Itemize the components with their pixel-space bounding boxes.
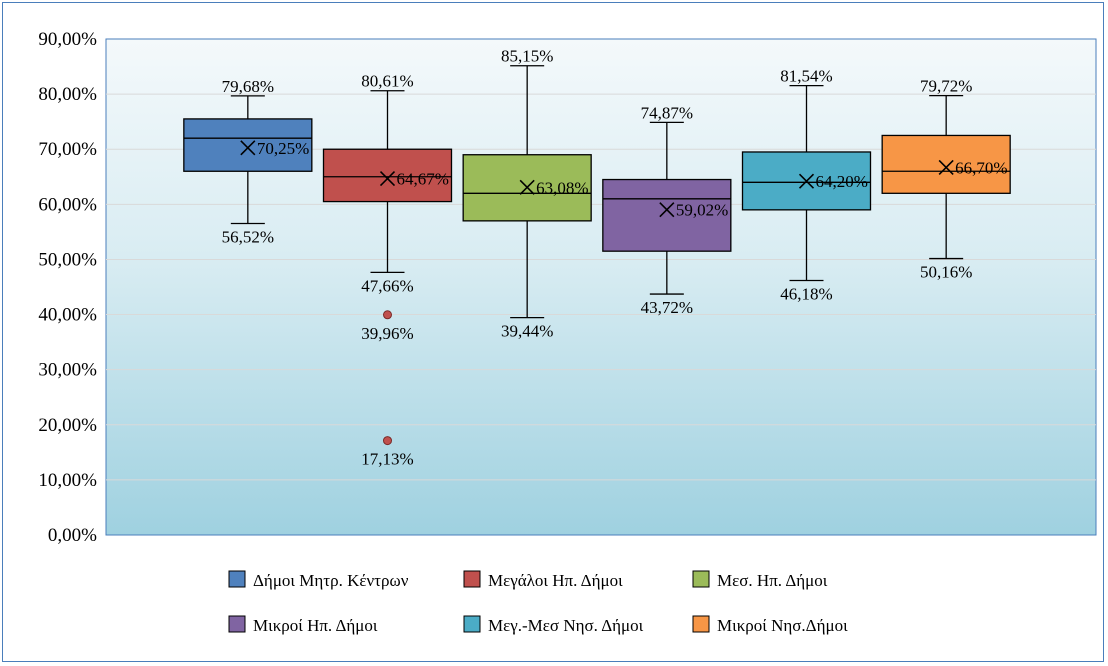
mean-marker — [379, 171, 396, 187]
y-tick-label: 90,00% — [38, 29, 97, 50]
label-whisker-high: 74,87% — [641, 103, 693, 122]
mean-marker — [798, 173, 815, 189]
label-whisker-low: 56,52% — [222, 228, 274, 247]
legend-swatch — [463, 615, 481, 633]
mean-marker — [519, 179, 535, 195]
legend-item: Μικροί Νησ.Δήμοι — [692, 615, 848, 635]
label-mean: 59,02% — [676, 201, 728, 220]
legend-label: Μικροί Ηπ. Δήμοι — [253, 616, 378, 635]
legend-label: Μεγ.-Μεσ Νησ. Δήμοι — [488, 616, 644, 635]
y-tick-label: 20,00% — [38, 415, 97, 436]
label-whisker-low: 46,18% — [780, 284, 832, 303]
legend-item: Μικροί Ηπ. Δήμοι — [228, 615, 378, 635]
label-mean: 66,70% — [955, 158, 1007, 177]
legend-item: Μεγάλοι Ηπ. Δήμοι — [463, 570, 623, 590]
y-tick-label: 80,00% — [38, 84, 97, 105]
legend-swatch — [692, 570, 710, 588]
label-mean: 70,25% — [257, 139, 309, 158]
label-whisker-low: 43,72% — [641, 298, 693, 317]
label-outlier: 39,96% — [361, 324, 413, 343]
legend-label: Μεσ. Ηπ. Δήμοι — [717, 571, 828, 590]
box-5: 81,54% 64,20% 46,18% — [741, 67, 872, 303]
box-iqr — [881, 134, 1011, 194]
legend-item: Μεγ.-Μεσ Νησ. Δήμοι — [463, 615, 644, 635]
label-whisker-high: 85,15% — [501, 47, 553, 66]
label-whisker-low: 47,66% — [361, 276, 413, 295]
mean-marker — [240, 140, 256, 156]
boxplot-chart: 0,00% 10,00% 20,00% 30,00% 40,00% 50,00% 60,00… — [38, 29, 1097, 635]
label-whisker-low: 50,16% — [920, 263, 972, 282]
label-mean: 64,20% — [816, 172, 868, 191]
legend-label: Μεγάλοι Ηπ. Δήμοι — [488, 571, 623, 590]
y-tick-label: 0,00% — [48, 525, 97, 546]
y-tick-label: 60,00% — [38, 194, 97, 215]
mean-marker — [659, 202, 675, 218]
y-tick-label: 40,00% — [38, 305, 97, 326]
label-outlier: 17,13% — [361, 450, 413, 469]
legend-item: Δήμοι Μητρ. Κέντρων — [228, 570, 409, 590]
label-mean: 63,08% — [536, 178, 588, 197]
boxes: 79,68% 70,25% 56,52% 80,61% 64,67% 47,66% 39,9… — [183, 47, 1011, 469]
label-mean: 64,67% — [397, 170, 449, 189]
y-tick-label: 30,00% — [38, 360, 97, 381]
box-6: 79,72% 66,70% 50,16% — [881, 77, 1011, 282]
plot-area — [105, 38, 1097, 536]
legend-swatch — [692, 615, 710, 633]
mean-marker — [938, 159, 954, 175]
outlier-point — [383, 436, 392, 446]
box-1: 79,68% 70,25% 56,52% — [183, 77, 313, 247]
y-tick-label: 50,00% — [38, 249, 97, 270]
y-axis-ticks: 0,00% 10,00% 20,00% 30,00% 40,00% 50,00% 60,00… — [38, 29, 97, 546]
label-whisker-high: 79,68% — [222, 77, 274, 96]
legend-label: Δήμοι Μητρ. Κέντρων — [253, 571, 409, 590]
legend-swatch — [228, 615, 246, 633]
label-whisker-high: 79,72% — [920, 77, 972, 96]
legend: Δήμοι Μητρ. Κέντρων Μεγάλοι Ηπ. Δήμοι Μεσ.… — [228, 570, 848, 635]
legend-swatch — [228, 570, 246, 588]
label-whisker-low: 39,44% — [501, 322, 553, 341]
box-4: 74,87% 59,02% 43,72% — [602, 103, 732, 317]
box-iqr — [602, 178, 732, 252]
box-3: 85,15% 63,08% 39,44% — [462, 47, 592, 341]
legend-label: Μικροί Νησ.Δήμοι — [717, 616, 848, 635]
legend-swatch — [463, 570, 481, 588]
box-2: 80,61% 64,67% 47,66% 39,96% 17,13% — [322, 72, 453, 469]
box-iqr — [183, 118, 313, 172]
label-whisker-high: 81,54% — [780, 67, 832, 86]
y-tick-label: 70,00% — [38, 139, 97, 160]
legend-item: Μεσ. Ηπ. Δήμοι — [692, 570, 828, 590]
y-tick-label: 10,00% — [38, 470, 97, 491]
label-whisker-high: 80,61% — [361, 72, 413, 91]
outlier-point — [383, 310, 392, 320]
box-iqr — [322, 148, 453, 203]
